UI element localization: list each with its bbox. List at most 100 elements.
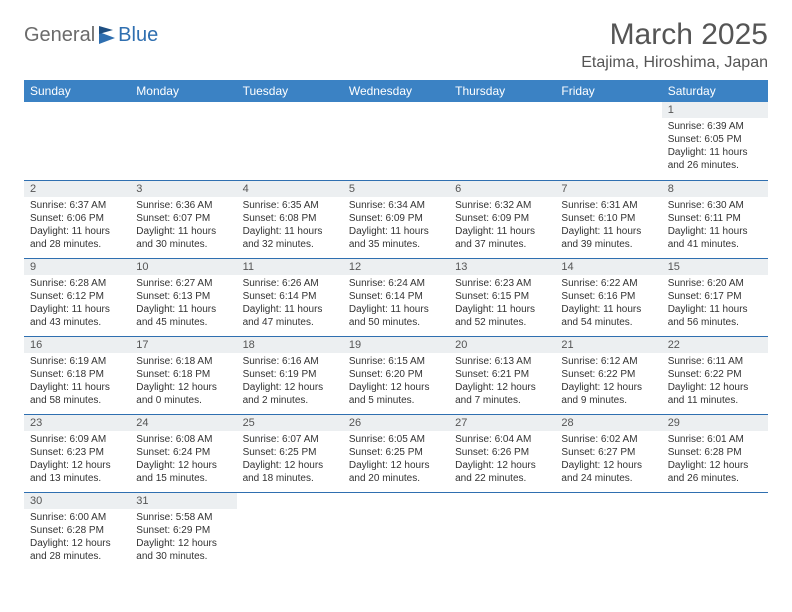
day-body: Sunrise: 6:09 AMSunset: 6:23 PMDaylight:… — [24, 431, 130, 489]
calendar-table: SundayMondayTuesdayWednesdayThursdayFrid… — [24, 80, 768, 570]
calendar-cell: 11Sunrise: 6:26 AMSunset: 6:14 PMDayligh… — [237, 258, 343, 336]
calendar-cell: 28Sunrise: 6:02 AMSunset: 6:27 PMDayligh… — [555, 414, 661, 492]
day-number: 7 — [555, 181, 661, 197]
calendar-cell: 14Sunrise: 6:22 AMSunset: 6:16 PMDayligh… — [555, 258, 661, 336]
day-number: 18 — [237, 337, 343, 353]
day-body: Sunrise: 6:15 AMSunset: 6:20 PMDaylight:… — [343, 353, 449, 411]
day-number: 22 — [662, 337, 768, 353]
day-body: Sunrise: 6:39 AMSunset: 6:05 PMDaylight:… — [662, 118, 768, 176]
calendar-cell: 3Sunrise: 6:36 AMSunset: 6:07 PMDaylight… — [130, 180, 236, 258]
day-number: 10 — [130, 259, 236, 275]
day-body: Sunrise: 6:02 AMSunset: 6:27 PMDaylight:… — [555, 431, 661, 489]
calendar-cell: 30Sunrise: 6:00 AMSunset: 6:28 PMDayligh… — [24, 492, 130, 570]
day-body: Sunrise: 6:23 AMSunset: 6:15 PMDaylight:… — [449, 275, 555, 333]
calendar-cell-empty — [662, 492, 768, 570]
calendar-cell: 29Sunrise: 6:01 AMSunset: 6:28 PMDayligh… — [662, 414, 768, 492]
calendar-cell: 5Sunrise: 6:34 AMSunset: 6:09 PMDaylight… — [343, 180, 449, 258]
day-body: Sunrise: 6:01 AMSunset: 6:28 PMDaylight:… — [662, 431, 768, 489]
calendar-cell: 8Sunrise: 6:30 AMSunset: 6:11 PMDaylight… — [662, 180, 768, 258]
day-body: Sunrise: 6:24 AMSunset: 6:14 PMDaylight:… — [343, 275, 449, 333]
day-body: Sunrise: 6:12 AMSunset: 6:22 PMDaylight:… — [555, 353, 661, 411]
day-number: 4 — [237, 181, 343, 197]
calendar-cell-empty — [555, 492, 661, 570]
logo-text-general: General — [24, 24, 95, 47]
day-body: Sunrise: 6:28 AMSunset: 6:12 PMDaylight:… — [24, 275, 130, 333]
day-body: Sunrise: 6:27 AMSunset: 6:13 PMDaylight:… — [130, 275, 236, 333]
day-body: Sunrise: 6:34 AMSunset: 6:09 PMDaylight:… — [343, 197, 449, 255]
day-number: 6 — [449, 181, 555, 197]
day-number: 26 — [343, 415, 449, 431]
calendar-row: 1Sunrise: 6:39 AMSunset: 6:05 PMDaylight… — [24, 102, 768, 180]
calendar-cell-empty — [24, 102, 130, 180]
day-body: Sunrise: 6:36 AMSunset: 6:07 PMDaylight:… — [130, 197, 236, 255]
weekday-row: SundayMondayTuesdayWednesdayThursdayFrid… — [24, 80, 768, 102]
day-number: 21 — [555, 337, 661, 353]
day-number: 20 — [449, 337, 555, 353]
calendar-cell: 26Sunrise: 6:05 AMSunset: 6:25 PMDayligh… — [343, 414, 449, 492]
calendar-cell: 23Sunrise: 6:09 AMSunset: 6:23 PMDayligh… — [24, 414, 130, 492]
day-body: Sunrise: 6:35 AMSunset: 6:08 PMDaylight:… — [237, 197, 343, 255]
day-body: Sunrise: 6:11 AMSunset: 6:22 PMDaylight:… — [662, 353, 768, 411]
calendar-cell: 13Sunrise: 6:23 AMSunset: 6:15 PMDayligh… — [449, 258, 555, 336]
calendar-row: 16Sunrise: 6:19 AMSunset: 6:18 PMDayligh… — [24, 336, 768, 414]
calendar-cell: 9Sunrise: 6:28 AMSunset: 6:12 PMDaylight… — [24, 258, 130, 336]
calendar-cell: 21Sunrise: 6:12 AMSunset: 6:22 PMDayligh… — [555, 336, 661, 414]
logo: General Blue — [24, 18, 158, 47]
calendar-cell: 7Sunrise: 6:31 AMSunset: 6:10 PMDaylight… — [555, 180, 661, 258]
day-body: Sunrise: 6:26 AMSunset: 6:14 PMDaylight:… — [237, 275, 343, 333]
calendar-cell: 12Sunrise: 6:24 AMSunset: 6:14 PMDayligh… — [343, 258, 449, 336]
calendar-cell: 15Sunrise: 6:20 AMSunset: 6:17 PMDayligh… — [662, 258, 768, 336]
weekday-header: Tuesday — [237, 80, 343, 102]
calendar-row: 2Sunrise: 6:37 AMSunset: 6:06 PMDaylight… — [24, 180, 768, 258]
day-body: Sunrise: 6:05 AMSunset: 6:25 PMDaylight:… — [343, 431, 449, 489]
day-number: 5 — [343, 181, 449, 197]
day-number: 9 — [24, 259, 130, 275]
day-number: 24 — [130, 415, 236, 431]
flag-icon — [99, 32, 115, 44]
calendar-cell-empty — [449, 492, 555, 570]
day-body: Sunrise: 6:16 AMSunset: 6:19 PMDaylight:… — [237, 353, 343, 411]
calendar-cell: 18Sunrise: 6:16 AMSunset: 6:19 PMDayligh… — [237, 336, 343, 414]
day-number: 25 — [237, 415, 343, 431]
day-number: 27 — [449, 415, 555, 431]
calendar-head: SundayMondayTuesdayWednesdayThursdayFrid… — [24, 80, 768, 102]
calendar-cell: 17Sunrise: 6:18 AMSunset: 6:18 PMDayligh… — [130, 336, 236, 414]
calendar-cell-empty — [130, 102, 236, 180]
day-body: Sunrise: 6:18 AMSunset: 6:18 PMDaylight:… — [130, 353, 236, 411]
calendar-cell-empty — [237, 492, 343, 570]
calendar-cell: 6Sunrise: 6:32 AMSunset: 6:09 PMDaylight… — [449, 180, 555, 258]
calendar-cell-empty — [343, 492, 449, 570]
calendar-body: 1Sunrise: 6:39 AMSunset: 6:05 PMDaylight… — [24, 102, 768, 570]
calendar-cell: 4Sunrise: 6:35 AMSunset: 6:08 PMDaylight… — [237, 180, 343, 258]
calendar-cell: 1Sunrise: 6:39 AMSunset: 6:05 PMDaylight… — [662, 102, 768, 180]
day-number: 15 — [662, 259, 768, 275]
calendar-cell-empty — [343, 102, 449, 180]
day-body: Sunrise: 6:19 AMSunset: 6:18 PMDaylight:… — [24, 353, 130, 411]
day-number: 2 — [24, 181, 130, 197]
day-body: Sunrise: 6:00 AMSunset: 6:28 PMDaylight:… — [24, 509, 130, 567]
weekday-header: Wednesday — [343, 80, 449, 102]
calendar-cell: 2Sunrise: 6:37 AMSunset: 6:06 PMDaylight… — [24, 180, 130, 258]
calendar-cell-empty — [237, 102, 343, 180]
calendar-cell-empty — [449, 102, 555, 180]
day-number: 13 — [449, 259, 555, 275]
day-body: Sunrise: 6:20 AMSunset: 6:17 PMDaylight:… — [662, 275, 768, 333]
day-number: 16 — [24, 337, 130, 353]
calendar-row: 23Sunrise: 6:09 AMSunset: 6:23 PMDayligh… — [24, 414, 768, 492]
weekday-header: Sunday — [24, 80, 130, 102]
header: General Blue March 2025 Etajima, Hiroshi… — [24, 18, 768, 72]
day-body: Sunrise: 5:58 AMSunset: 6:29 PMDaylight:… — [130, 509, 236, 567]
day-number: 28 — [555, 415, 661, 431]
day-number: 11 — [237, 259, 343, 275]
calendar-cell: 27Sunrise: 6:04 AMSunset: 6:26 PMDayligh… — [449, 414, 555, 492]
logo-text-blue: Blue — [118, 24, 158, 47]
calendar-cell: 10Sunrise: 6:27 AMSunset: 6:13 PMDayligh… — [130, 258, 236, 336]
calendar-cell: 20Sunrise: 6:13 AMSunset: 6:21 PMDayligh… — [449, 336, 555, 414]
calendar-cell: 31Sunrise: 5:58 AMSunset: 6:29 PMDayligh… — [130, 492, 236, 570]
day-number: 30 — [24, 493, 130, 509]
calendar-cell: 16Sunrise: 6:19 AMSunset: 6:18 PMDayligh… — [24, 336, 130, 414]
calendar-cell: 22Sunrise: 6:11 AMSunset: 6:22 PMDayligh… — [662, 336, 768, 414]
weekday-header: Monday — [130, 80, 236, 102]
day-number: 17 — [130, 337, 236, 353]
day-number: 29 — [662, 415, 768, 431]
